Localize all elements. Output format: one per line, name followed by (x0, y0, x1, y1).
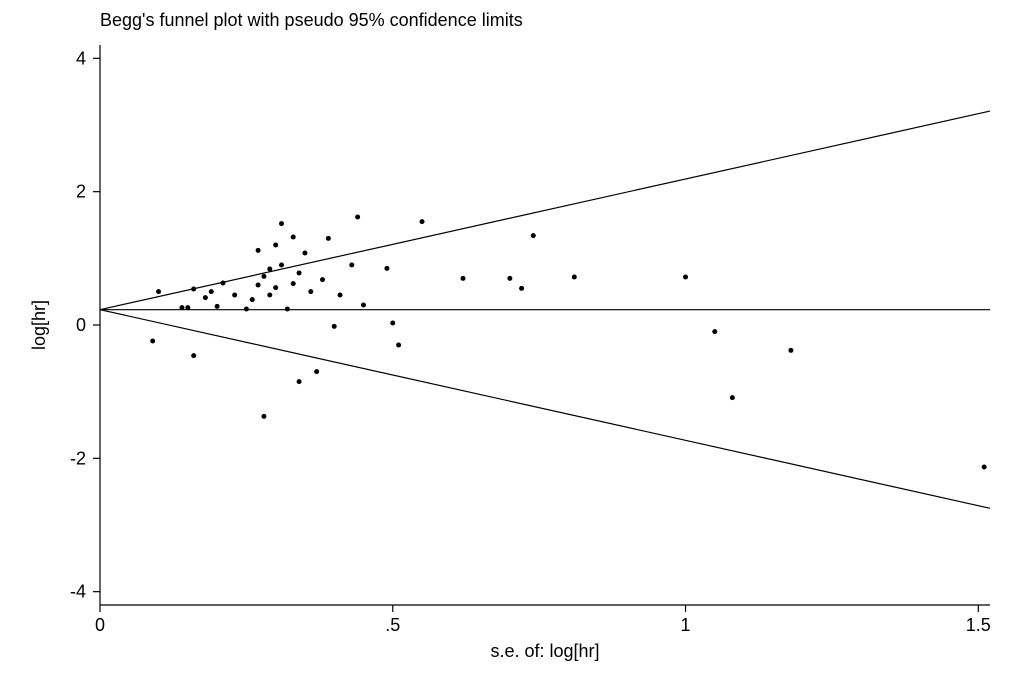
data-point (291, 235, 296, 240)
data-point (185, 305, 190, 310)
data-point (256, 248, 261, 253)
data-point (420, 219, 425, 224)
data-point (338, 293, 343, 298)
upper-ci-line (100, 111, 990, 310)
data-point (730, 395, 735, 400)
data-point (349, 263, 354, 268)
plot-svg: 0 .5 1 1.5 -4 -2 0 2 4 s.e. of: log[hr] log[hr] (0, 0, 1020, 675)
data-point (203, 295, 208, 300)
x-axis-label: s.e. of: log[hr] (490, 641, 599, 661)
data-point (273, 285, 278, 290)
data-point (297, 271, 302, 276)
data-point (191, 353, 196, 358)
data-point (332, 324, 337, 329)
data-point (215, 304, 220, 309)
y-axis-label: log[hr] (29, 300, 49, 350)
x-tick-label: 0 (95, 615, 105, 635)
data-point (285, 307, 290, 312)
data-point (261, 414, 266, 419)
data-point (531, 233, 536, 238)
data-point (302, 251, 307, 256)
lower-ci-line (100, 310, 990, 509)
data-point (279, 221, 284, 226)
data-point (982, 465, 987, 470)
data-point (461, 276, 466, 281)
data-point (273, 243, 278, 248)
data-point (267, 267, 272, 272)
data-point (150, 339, 155, 344)
data-point (712, 329, 717, 334)
data-point (355, 215, 360, 220)
data-point (507, 276, 512, 281)
data-point (220, 281, 225, 286)
x-tick-label: 1.5 (966, 615, 991, 635)
data-point (314, 369, 319, 374)
data-point (361, 303, 366, 308)
data-point (396, 343, 401, 348)
data-point (244, 307, 249, 312)
data-point (267, 293, 272, 298)
y-tick-label: -4 (70, 582, 86, 602)
chart-title: Begg's funnel plot with pseudo 95% confi… (100, 10, 523, 31)
y-tick-label: 4 (76, 48, 86, 68)
data-point (250, 297, 255, 302)
data-point (519, 286, 524, 291)
data-point (572, 275, 577, 280)
data-point (297, 379, 302, 384)
data-point (191, 287, 196, 292)
data-point (320, 277, 325, 282)
data-point (256, 283, 261, 288)
data-point (788, 348, 793, 353)
x-tick-label: 1 (681, 615, 691, 635)
data-point (279, 263, 284, 268)
data-point (683, 275, 688, 280)
funnel-plot: Begg's funnel plot with pseudo 95% confi… (0, 0, 1020, 675)
x-tick-label: .5 (385, 615, 400, 635)
y-tick-label: 0 (76, 315, 86, 335)
y-tick-label: -2 (70, 448, 86, 468)
data-point (179, 305, 184, 310)
data-point (384, 266, 389, 271)
data-point (326, 236, 331, 241)
data-point (209, 289, 214, 294)
data-point (156, 289, 161, 294)
data-point (291, 281, 296, 286)
y-tick-label: 2 (76, 182, 86, 202)
data-point (390, 321, 395, 326)
data-point (232, 293, 237, 298)
data-point (261, 274, 266, 279)
data-point (308, 289, 313, 294)
